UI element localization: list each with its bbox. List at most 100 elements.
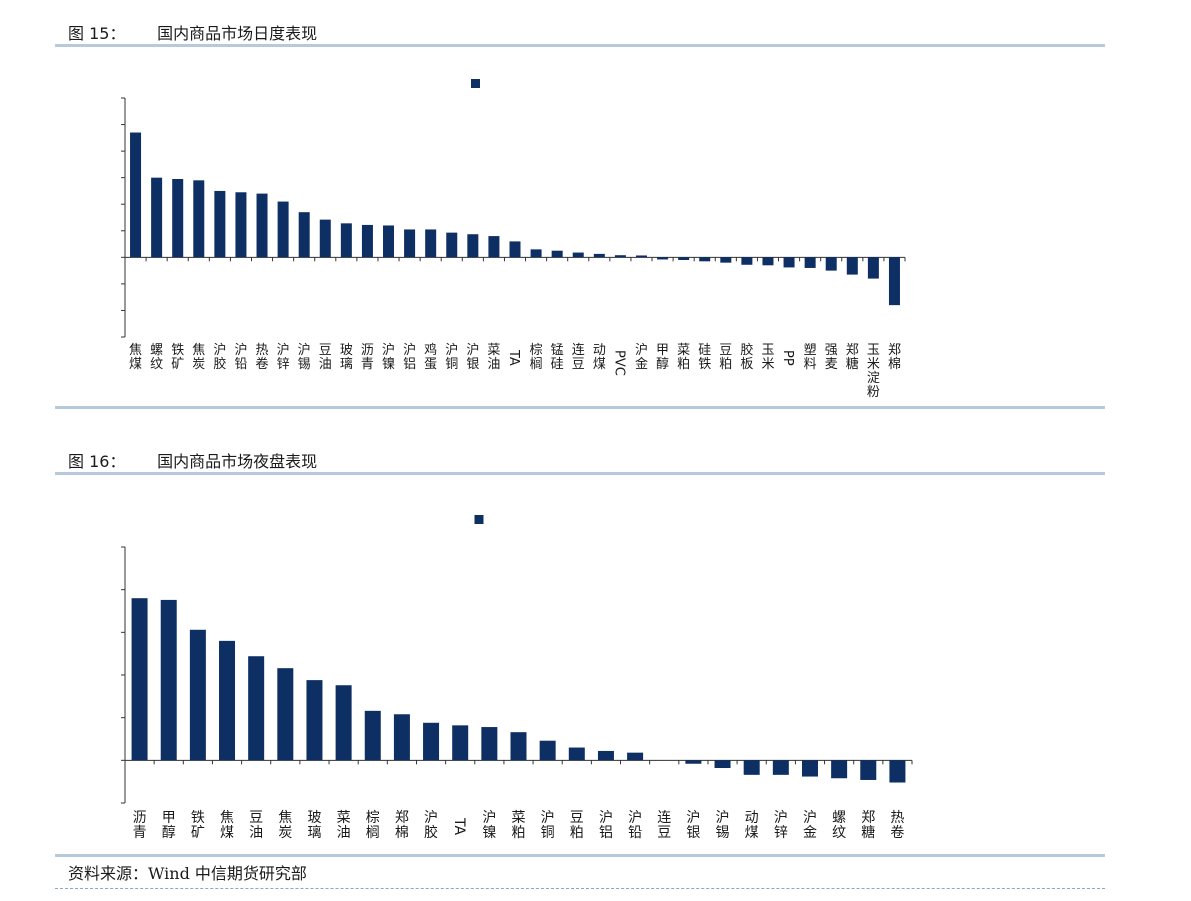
legend-swatch: [471, 79, 480, 88]
x-category-label: 焦煤: [220, 810, 234, 841]
x-category-label: 连豆: [572, 342, 585, 372]
bar-郑棉: [393, 714, 410, 761]
bar-鸡蛋: [425, 229, 437, 258]
x-category-label: 菜粕: [677, 343, 690, 372]
bar-焦炭: [277, 668, 294, 761]
x-category-label: 沪铅: [628, 810, 642, 841]
x-category-label: 豆粕: [719, 343, 732, 372]
bar-菜油: [335, 685, 352, 761]
bar-螺纹: [831, 760, 848, 779]
x-category-label: 硅铁: [698, 343, 711, 372]
bar-沪银: [467, 234, 479, 258]
bar-焦煤: [219, 640, 236, 761]
bar-铁矿: [172, 178, 184, 258]
bar-沥青: [131, 598, 148, 761]
x-category-label: 玉米: [761, 343, 774, 372]
x-category-label: 郑棉: [395, 810, 409, 841]
x-category-label: 焦炭: [192, 343, 205, 372]
bar-焦煤: [130, 132, 142, 258]
bar-甲醇: [160, 599, 177, 761]
bar-沪锡: [714, 760, 731, 769]
bar-郑糖: [846, 257, 858, 275]
x-category-label: PVC: [611, 350, 626, 376]
x-category-label: 菜油: [337, 810, 351, 841]
x-category-label: 螺纹: [832, 810, 846, 841]
legend-swatch: [474, 515, 484, 524]
figure-16-number: 图 16：: [68, 452, 126, 471]
x-category-label: 沥青: [361, 343, 374, 372]
bar-豆油: [319, 219, 331, 258]
x-category-label: 沪金: [803, 810, 817, 841]
bar-棕榈: [530, 249, 542, 258]
bar-TA: [509, 241, 521, 258]
footer-dotted-line: [55, 888, 1105, 889]
x-category-label: 沪胶: [213, 342, 226, 372]
bar-沪铜: [539, 740, 556, 761]
bar-沪铜: [446, 232, 458, 258]
bar-PVC: [614, 255, 626, 258]
bar-锰硅: [551, 250, 563, 258]
x-category-label: 沪镍: [382, 342, 395, 372]
bar-玻璃: [306, 680, 323, 761]
bar-沪铝: [597, 750, 614, 761]
bar-连豆: [572, 252, 584, 258]
x-category-label: 塑料: [804, 343, 817, 372]
bar-玉米淀粉: [867, 257, 879, 279]
bar-沪镍: [481, 727, 498, 761]
x-category-label: 沥青: [133, 810, 147, 841]
x-category-label: 锰硅: [551, 343, 564, 372]
x-category-label: 螺纹: [150, 343, 163, 372]
x-category-label: 沪铜: [541, 810, 555, 841]
bar-沪胶: [214, 190, 226, 258]
bar-铁矿: [189, 629, 206, 761]
figure-16-top-rule: [55, 472, 1105, 475]
bar-焦炭: [193, 180, 205, 258]
x-category-label: 郑糖: [861, 810, 875, 841]
figure-16-header: 图 16： 国内商品市场夜盘表现: [68, 448, 317, 472]
bar-PP: [783, 257, 795, 268]
bar-沪锌: [772, 760, 789, 775]
x-category-label: TA: [451, 817, 467, 835]
bar-沪铝: [404, 229, 416, 258]
x-category-label: 甲醇: [656, 343, 669, 372]
bar-玻璃: [340, 223, 352, 258]
x-category-label: 沪锡: [298, 342, 311, 372]
x-category-label: 菜粕: [512, 810, 526, 841]
bar-强麦: [825, 257, 837, 271]
x-category-label: 玻璃: [340, 343, 353, 372]
x-category-label: 玉米淀粉: [867, 343, 880, 400]
bar-沪银: [685, 760, 702, 764]
x-category-label: 铁矿: [171, 343, 184, 372]
bar-沪铅: [627, 752, 644, 761]
x-category-label: 棕榈: [530, 343, 543, 372]
x-category-label: TA: [506, 349, 521, 366]
bar-豆粕: [568, 747, 585, 761]
x-category-label: 郑糖: [846, 343, 859, 372]
x-category-label: 沪胶: [424, 810, 438, 841]
bar-螺纹: [151, 177, 163, 258]
figure-15-header: 图 15： 国内商品市场日度表现: [68, 20, 317, 44]
x-category-label: 豆粕: [570, 810, 584, 841]
x-category-label: 焦炭: [278, 810, 292, 841]
bar-菜粕: [510, 732, 527, 761]
bar-菜油: [488, 236, 500, 258]
x-category-label: 强麦: [825, 343, 838, 372]
source-note: 资料来源：Wind 中信期货研究部: [68, 864, 307, 883]
bar-豆油: [248, 656, 265, 761]
bar-玉米: [762, 257, 774, 266]
bar-郑糖: [860, 760, 877, 780]
x-category-label: 动煤: [593, 343, 606, 372]
x-category-label: 沪铅: [234, 342, 247, 372]
x-category-label: 沪锌: [774, 810, 788, 841]
x-category-label: 沪银: [686, 810, 700, 841]
x-category-label: 棕榈: [366, 810, 380, 841]
x-category-label: 沪铝: [403, 342, 416, 372]
bar-沪金: [801, 760, 818, 777]
bar-豆粕: [720, 257, 732, 263]
x-category-label: 豆油: [319, 343, 332, 372]
figure-15-top-rule: [55, 44, 1105, 47]
x-category-label: 铁矿: [191, 810, 205, 841]
bar-甲醇: [657, 257, 669, 260]
bar-沪铅: [235, 192, 247, 258]
bar-沪锡: [298, 212, 310, 258]
